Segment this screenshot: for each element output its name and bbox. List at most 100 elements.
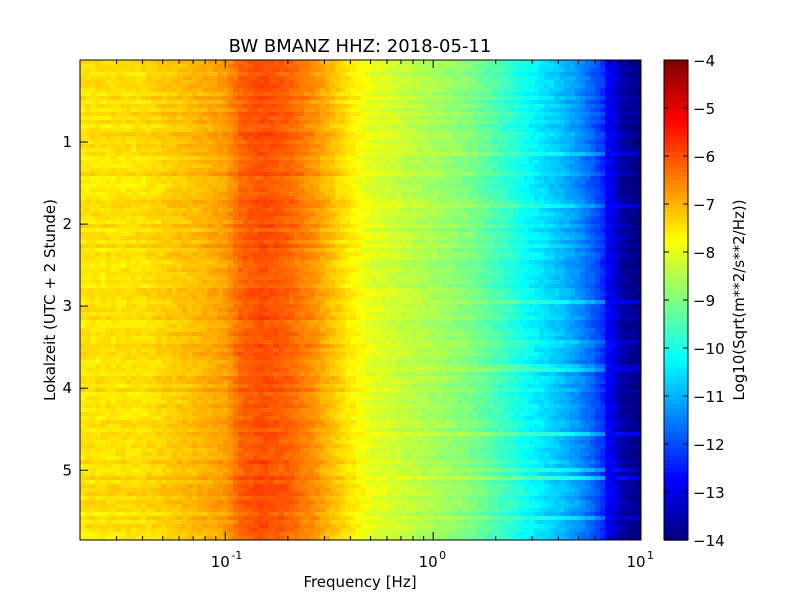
heatmap-cell xyxy=(156,156,163,161)
heatmap-cell xyxy=(141,264,147,269)
heatmap-cell xyxy=(248,264,255,269)
heatmap-cell xyxy=(258,496,265,501)
heatmap-cell xyxy=(289,216,295,221)
heatmap-cell xyxy=(141,480,147,485)
heatmap-cell xyxy=(125,496,132,501)
heatmap-cell xyxy=(171,520,178,525)
heatmap-cell xyxy=(197,112,204,117)
heatmap-cell xyxy=(212,108,219,113)
heatmap-cell xyxy=(268,128,275,133)
heatmap-cell xyxy=(141,496,147,501)
heatmap-cell xyxy=(284,160,290,165)
heatmap-cell xyxy=(289,212,295,217)
heatmap-cell xyxy=(146,232,153,237)
heatmap-cell xyxy=(263,220,270,225)
heatmap-cell xyxy=(136,448,142,453)
heatmap-cell xyxy=(182,320,188,325)
heatmap-cell xyxy=(105,228,112,233)
heatmap-cell xyxy=(233,428,239,433)
heatmap-cell xyxy=(85,232,91,237)
heatmap-cell xyxy=(207,524,214,529)
heatmap-cell xyxy=(238,228,244,233)
heatmap-cell xyxy=(156,404,163,409)
heatmap-cell xyxy=(125,128,132,133)
heatmap-cell xyxy=(166,312,173,317)
heatmap-cell xyxy=(161,120,168,125)
heatmap-cell xyxy=(197,60,204,65)
heatmap-cell xyxy=(161,204,168,209)
heatmap-cell xyxy=(110,224,117,229)
heatmap-cell xyxy=(136,368,142,373)
heatmap-cell xyxy=(120,180,127,185)
heatmap-cell xyxy=(141,204,147,209)
heatmap-cell xyxy=(146,180,153,185)
heatmap-cell xyxy=(110,148,117,153)
heatmap-cell xyxy=(141,128,147,133)
heatmap-cell xyxy=(125,480,132,485)
heatmap-cell xyxy=(105,244,112,249)
heatmap-cell xyxy=(192,300,198,305)
heatmap-cell xyxy=(151,324,158,329)
heatmap-cell xyxy=(110,468,117,473)
heatmap-cell xyxy=(146,76,153,81)
heatmap-cell xyxy=(90,140,96,145)
heatmap-cell xyxy=(263,232,270,237)
heatmap-cell xyxy=(192,100,198,105)
heatmap-cell xyxy=(182,516,188,521)
heatmap-cell xyxy=(95,240,102,245)
heatmap-cell xyxy=(176,396,183,401)
heatmap-cell xyxy=(95,108,102,113)
heatmap-cell xyxy=(136,192,142,197)
heatmap-cell xyxy=(207,520,214,525)
heatmap-cell xyxy=(105,216,112,221)
heatmap-cell xyxy=(263,244,270,249)
heatmap-cell xyxy=(171,308,178,313)
heatmap-cell xyxy=(110,220,117,225)
heatmap-cell xyxy=(136,156,142,161)
heatmap-cell xyxy=(197,464,204,469)
heatmap-cell xyxy=(80,168,86,173)
heatmap-cell xyxy=(233,492,239,497)
heatmap-cell xyxy=(278,428,285,433)
heatmap-cell xyxy=(171,184,178,189)
heatmap-cell xyxy=(125,508,132,513)
heatmap-cell xyxy=(227,472,234,477)
heatmap-cell xyxy=(284,312,290,317)
heatmap-cell xyxy=(289,312,295,317)
heatmap-cell xyxy=(105,224,112,229)
heatmap-cell xyxy=(212,344,219,349)
heatmap-cell xyxy=(156,436,163,441)
heatmap-cell xyxy=(125,292,132,297)
heatmap-cell xyxy=(120,436,127,441)
heatmap-cell xyxy=(105,152,112,157)
heatmap-cell xyxy=(243,460,249,465)
heatmap-cell xyxy=(243,352,249,357)
heatmap-cell xyxy=(146,284,153,289)
heatmap-cell xyxy=(105,316,112,321)
heatmap-cell xyxy=(268,288,275,293)
heatmap-cell xyxy=(187,244,193,249)
heatmap-cell xyxy=(95,172,102,177)
heatmap-cell xyxy=(284,316,290,321)
heatmap-cell xyxy=(136,512,142,517)
heatmap-cell xyxy=(284,220,290,225)
heatmap-cell xyxy=(258,344,265,349)
heatmap-cell xyxy=(80,444,86,449)
heatmap-cell xyxy=(217,64,224,69)
heatmap-cell xyxy=(248,104,255,109)
heatmap-cell xyxy=(248,212,255,217)
heatmap-cell xyxy=(166,316,173,321)
heatmap-cell xyxy=(120,196,127,201)
heatmap-cell xyxy=(120,296,127,301)
heatmap-cell xyxy=(146,492,153,497)
heatmap-cell xyxy=(263,528,270,533)
heatmap-cell xyxy=(90,392,96,397)
heatmap-cell xyxy=(187,200,193,205)
heatmap-cell xyxy=(136,504,142,509)
heatmap-cell xyxy=(131,476,137,481)
heatmap-cell xyxy=(217,472,224,477)
heatmap-cell xyxy=(202,248,209,253)
heatmap-cell xyxy=(217,408,224,413)
heatmap-cell xyxy=(258,96,265,101)
heatmap-cell xyxy=(273,532,280,537)
